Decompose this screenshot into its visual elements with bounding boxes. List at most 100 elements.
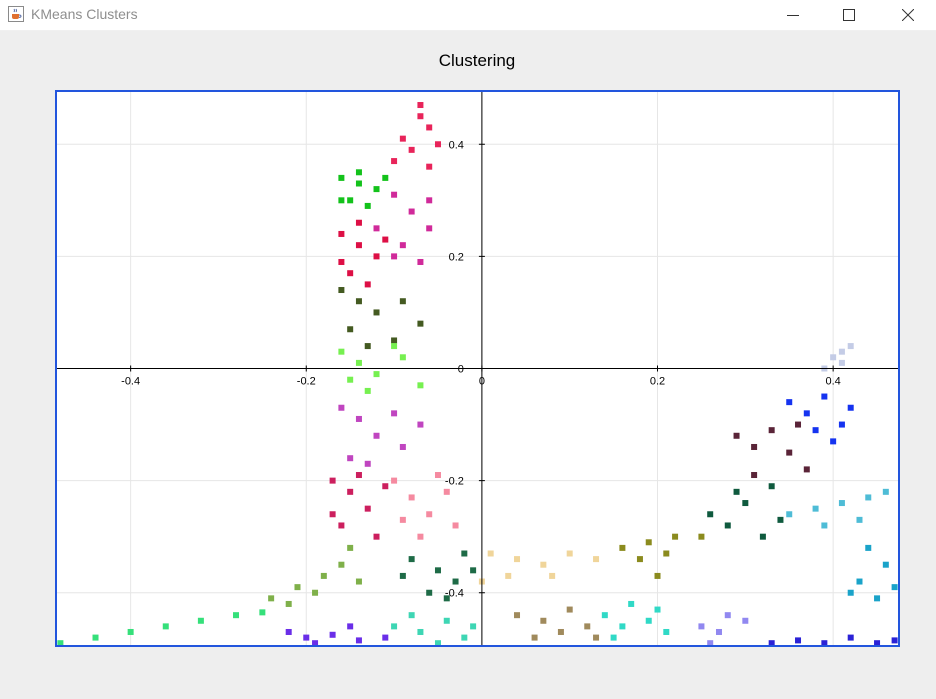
data-point-series-2 <box>347 197 354 204</box>
java-cup-icon <box>8 6 24 22</box>
data-point-series-13 <box>434 567 441 574</box>
data-point-series-21 <box>786 399 793 406</box>
data-point-series-2 <box>355 180 362 187</box>
data-point-series-21 <box>803 410 810 417</box>
minimize-icon <box>787 15 799 16</box>
data-point-series-9 <box>399 516 406 523</box>
data-point-series-16 <box>593 634 600 641</box>
data-point-series-19 <box>759 533 766 540</box>
data-point-series-15 <box>505 572 512 579</box>
data-point-series-18 <box>698 533 705 540</box>
data-point-series-24 <box>715 628 722 635</box>
data-point-series-12 <box>347 623 354 630</box>
data-point-series-26 <box>830 354 837 361</box>
x-tick-label: 0.4 <box>825 376 840 388</box>
data-point-series-1 <box>426 163 433 170</box>
data-point-series-1 <box>426 124 433 131</box>
data-point-series-10 <box>347 544 354 551</box>
data-point-series-6 <box>364 387 371 394</box>
data-point-series-4 <box>338 230 345 237</box>
data-point-series-12 <box>355 637 362 644</box>
data-point-series-21 <box>838 421 845 428</box>
data-point-series-9 <box>391 477 398 484</box>
data-point-series-25 <box>821 640 828 647</box>
data-point-series-15 <box>540 561 547 568</box>
data-point-series-6 <box>338 348 345 355</box>
data-point-series-22 <box>882 488 889 495</box>
data-point-series-2 <box>338 174 345 181</box>
data-point-series-18 <box>619 544 626 551</box>
data-point-series-20 <box>733 432 740 439</box>
data-point-series-7 <box>338 404 345 411</box>
data-point-series-6 <box>417 382 424 389</box>
data-point-series-4 <box>347 270 354 277</box>
minimize-button[interactable] <box>770 0 816 30</box>
data-point-series-19 <box>724 522 731 529</box>
data-point-series-8 <box>382 483 389 490</box>
data-point-series-7 <box>355 415 362 422</box>
data-point-series-3 <box>408 208 415 215</box>
data-point-series-14 <box>470 623 477 630</box>
data-point-series-22 <box>821 522 828 529</box>
data-point-series-3 <box>399 242 406 249</box>
data-point-series-22 <box>812 505 819 512</box>
data-point-series-10 <box>338 561 345 568</box>
data-point-series-17 <box>663 628 670 635</box>
close-button[interactable] <box>885 0 931 30</box>
data-point-series-18 <box>645 539 652 546</box>
data-point-series-6 <box>399 354 406 361</box>
data-point-series-14 <box>461 634 468 641</box>
data-point-series-23 <box>874 595 881 602</box>
data-point-series-23 <box>847 589 854 596</box>
data-point-series-4 <box>382 236 389 243</box>
data-point-series-23 <box>882 561 889 568</box>
data-point-series-17 <box>628 600 635 607</box>
data-point-series-17 <box>654 606 661 613</box>
data-point-series-23 <box>891 584 898 591</box>
data-point-series-12 <box>382 634 389 641</box>
data-point-series-11 <box>197 617 204 624</box>
data-point-series-26 <box>847 343 854 350</box>
data-point-series-16 <box>566 606 573 613</box>
data-point-series-15 <box>514 556 521 563</box>
data-point-series-1 <box>417 113 424 120</box>
scatter-plot: -0.4 -0.2 0 0.2 0.4 -0.4 -0.2 0 0.2 0.4 <box>55 90 900 647</box>
data-point-series-2 <box>373 186 380 193</box>
data-point-series-6 <box>391 343 398 350</box>
data-point-series-8 <box>364 505 371 512</box>
data-point-series-18 <box>654 572 661 579</box>
data-point-series-7 <box>364 460 371 467</box>
data-point-series-5 <box>364 343 371 350</box>
data-point-series-7 <box>347 455 354 462</box>
maximize-button[interactable] <box>826 0 872 30</box>
data-point-series-14 <box>408 612 415 619</box>
data-point-series-1 <box>408 146 415 153</box>
data-point-series-24 <box>742 617 749 624</box>
data-point-series-12 <box>303 634 310 641</box>
data-point-series-16 <box>540 617 547 624</box>
data-point-series-18 <box>636 556 643 563</box>
data-point-series-15 <box>593 556 600 563</box>
data-point-series-20 <box>751 472 758 479</box>
data-point-series-13 <box>452 578 459 585</box>
data-point-series-1 <box>399 135 406 142</box>
data-point-series-8 <box>329 477 336 484</box>
data-point-series-9 <box>408 494 415 501</box>
data-point-series-17 <box>601 612 608 619</box>
data-point-series-7 <box>391 410 398 417</box>
data-point-series-19 <box>742 500 749 507</box>
data-point-series-4 <box>355 242 362 249</box>
data-point-series-1 <box>434 141 441 148</box>
data-point-series-14 <box>434 640 441 647</box>
data-point-series-13 <box>443 595 450 602</box>
data-point-series-2 <box>355 169 362 176</box>
data-point-series-9 <box>452 522 459 529</box>
data-point-series-9 <box>443 488 450 495</box>
data-point-series-2 <box>382 174 389 181</box>
data-point-series-13 <box>408 556 415 563</box>
maximize-icon <box>843 9 855 21</box>
x-tick-label: -0.4 <box>121 376 140 388</box>
data-point-series-19 <box>733 488 740 495</box>
data-point-series-20 <box>803 466 810 473</box>
data-point-series-25 <box>768 640 775 647</box>
